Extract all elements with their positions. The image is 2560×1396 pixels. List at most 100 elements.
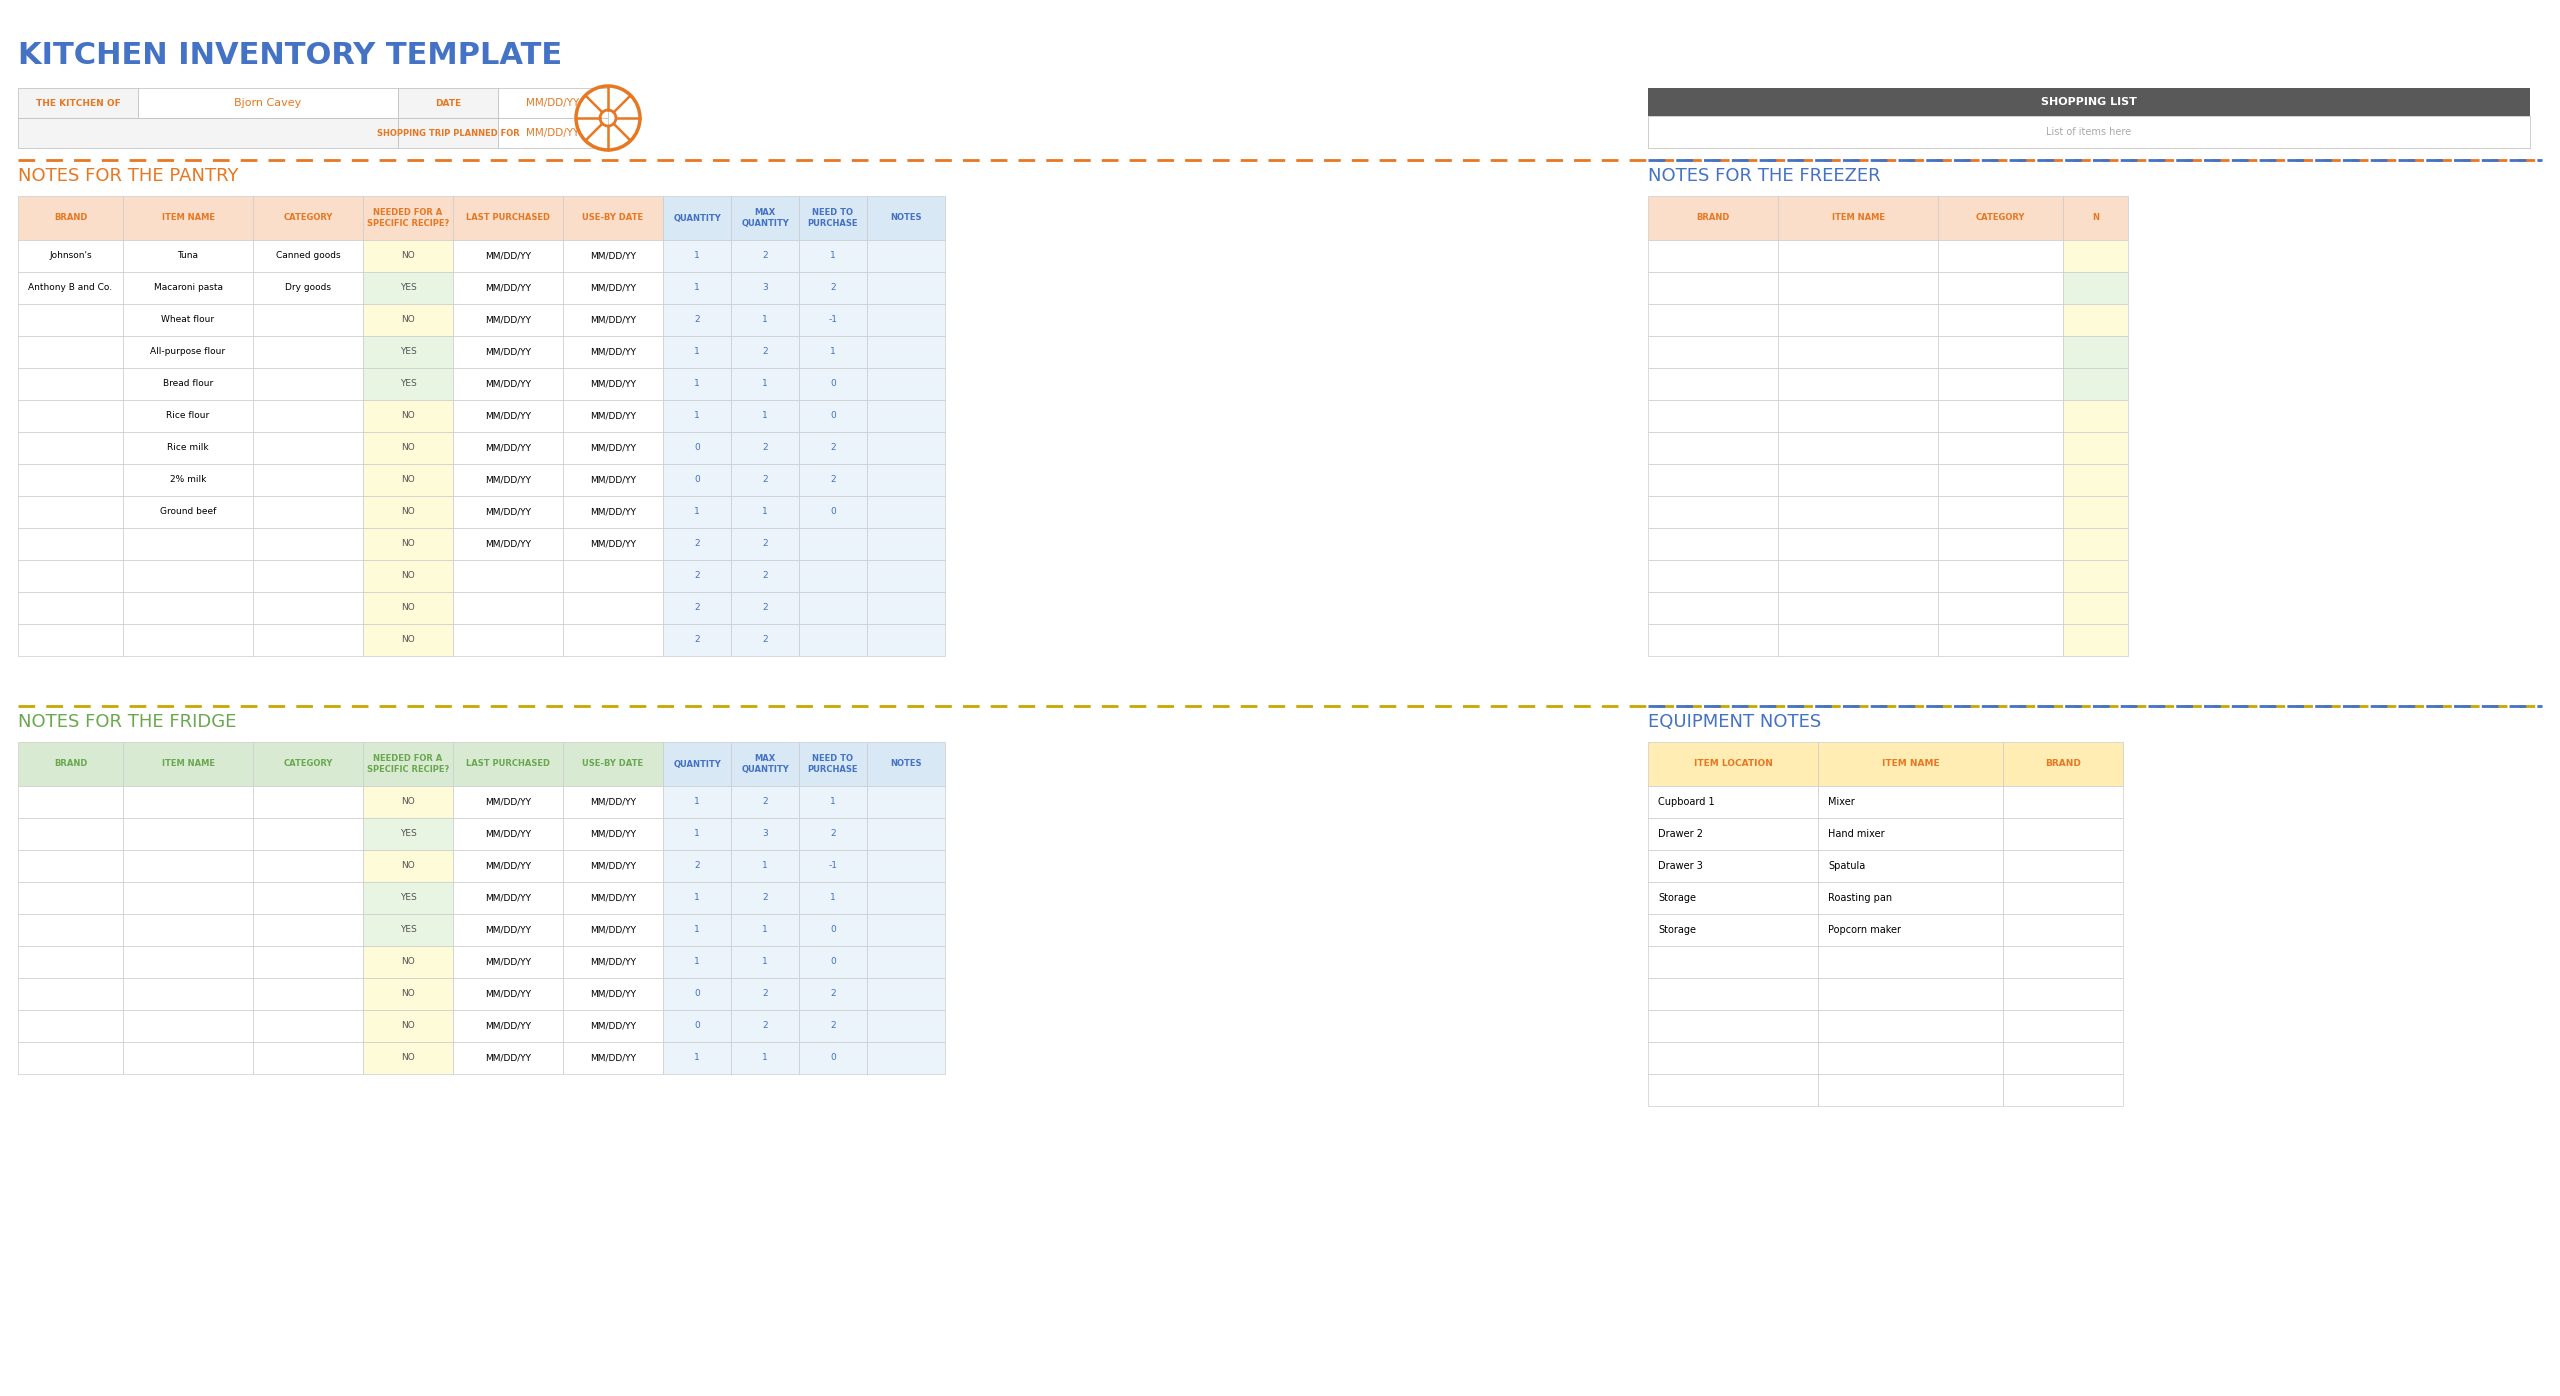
- Bar: [799, 946, 868, 979]
- Text: NO: NO: [402, 315, 415, 324]
- Bar: [123, 786, 253, 818]
- Bar: [799, 882, 868, 914]
- Bar: [799, 560, 868, 592]
- Bar: [1649, 1041, 1818, 1074]
- Bar: [663, 496, 732, 528]
- Bar: [799, 336, 868, 369]
- Bar: [563, 195, 663, 240]
- Bar: [799, 914, 868, 946]
- Text: NO: NO: [402, 958, 415, 966]
- Bar: [563, 818, 663, 850]
- Text: NOTES: NOTES: [891, 214, 922, 222]
- Bar: [868, 431, 945, 463]
- Bar: [1649, 336, 1779, 369]
- Bar: [732, 979, 799, 1009]
- Bar: [563, 1041, 663, 1074]
- Text: Canned goods: Canned goods: [276, 251, 340, 261]
- Text: 1: 1: [829, 348, 837, 356]
- Text: NOTES FOR THE FRIDGE: NOTES FOR THE FRIDGE: [18, 713, 236, 732]
- Text: 0: 0: [829, 1054, 837, 1062]
- Bar: [732, 304, 799, 336]
- Bar: [1818, 914, 2002, 946]
- Bar: [453, 818, 563, 850]
- Text: Storage: Storage: [1659, 893, 1697, 903]
- Text: N: N: [2092, 214, 2099, 222]
- Bar: [453, 560, 563, 592]
- Bar: [123, 496, 253, 528]
- Bar: [732, 1041, 799, 1074]
- Bar: [1649, 743, 1818, 786]
- Text: Dry goods: Dry goods: [284, 283, 330, 293]
- Bar: [1779, 592, 1938, 624]
- Bar: [123, 914, 253, 946]
- Bar: [123, 304, 253, 336]
- Text: MM/DD/YY: MM/DD/YY: [589, 508, 635, 517]
- Text: MAX
QUANTITY: MAX QUANTITY: [742, 208, 788, 228]
- Text: MM/DD/YY: MM/DD/YY: [589, 829, 635, 839]
- Bar: [123, 272, 253, 304]
- Text: Storage: Storage: [1659, 926, 1697, 935]
- Bar: [1818, 1074, 2002, 1106]
- Bar: [2063, 369, 2127, 401]
- Bar: [364, 882, 453, 914]
- Bar: [732, 528, 799, 560]
- Text: 0: 0: [694, 1022, 699, 1030]
- Text: 2: 2: [763, 476, 768, 484]
- Text: NOTES: NOTES: [891, 759, 922, 769]
- Bar: [799, 1041, 868, 1074]
- Text: MM/DD/YY: MM/DD/YY: [527, 98, 579, 107]
- Bar: [1938, 272, 2063, 304]
- Text: ITEM LOCATION: ITEM LOCATION: [1695, 759, 1772, 769]
- Bar: [732, 560, 799, 592]
- Text: 2: 2: [763, 571, 768, 581]
- Text: Wheat flour: Wheat flour: [161, 315, 215, 324]
- Bar: [563, 786, 663, 818]
- Bar: [453, 914, 563, 946]
- Bar: [253, 1041, 364, 1074]
- Text: 1: 1: [763, 380, 768, 388]
- Text: Bjorn Cavey: Bjorn Cavey: [236, 98, 302, 107]
- Text: 2: 2: [763, 348, 768, 356]
- Text: 2: 2: [829, 990, 835, 998]
- Text: CATEGORY: CATEGORY: [284, 214, 333, 222]
- Bar: [364, 496, 453, 528]
- Bar: [2002, 850, 2122, 882]
- Bar: [1649, 1009, 1818, 1041]
- Bar: [123, 1041, 253, 1074]
- Bar: [18, 946, 123, 979]
- Text: NO: NO: [402, 444, 415, 452]
- Text: 2: 2: [829, 476, 835, 484]
- Text: Rice flour: Rice flour: [166, 412, 210, 420]
- Bar: [663, 946, 732, 979]
- Text: ITEM NAME: ITEM NAME: [161, 214, 215, 222]
- Bar: [123, 1009, 253, 1041]
- Bar: [799, 369, 868, 401]
- Bar: [123, 560, 253, 592]
- Bar: [123, 946, 253, 979]
- Text: 2: 2: [829, 283, 835, 293]
- Bar: [364, 369, 453, 401]
- Text: 1: 1: [694, 797, 699, 807]
- Bar: [1818, 1009, 2002, 1041]
- Text: Johnson's: Johnson's: [49, 251, 92, 261]
- Bar: [453, 786, 563, 818]
- Text: NO: NO: [402, 635, 415, 645]
- Bar: [1938, 560, 2063, 592]
- Bar: [18, 624, 123, 656]
- Bar: [18, 496, 123, 528]
- Bar: [2063, 431, 2127, 463]
- Text: MM/DD/YY: MM/DD/YY: [589, 315, 635, 324]
- Bar: [1938, 496, 2063, 528]
- Bar: [868, 369, 945, 401]
- Text: MM/DD/YY: MM/DD/YY: [589, 348, 635, 356]
- Bar: [2063, 624, 2127, 656]
- Text: NO: NO: [402, 797, 415, 807]
- Text: QUANTITY: QUANTITY: [673, 759, 722, 769]
- Bar: [663, 979, 732, 1009]
- Bar: [453, 528, 563, 560]
- Bar: [499, 119, 609, 148]
- Bar: [453, 882, 563, 914]
- Text: ITEM NAME: ITEM NAME: [1830, 214, 1884, 222]
- Text: MM/DD/YY: MM/DD/YY: [484, 797, 530, 807]
- Text: 2: 2: [694, 635, 699, 645]
